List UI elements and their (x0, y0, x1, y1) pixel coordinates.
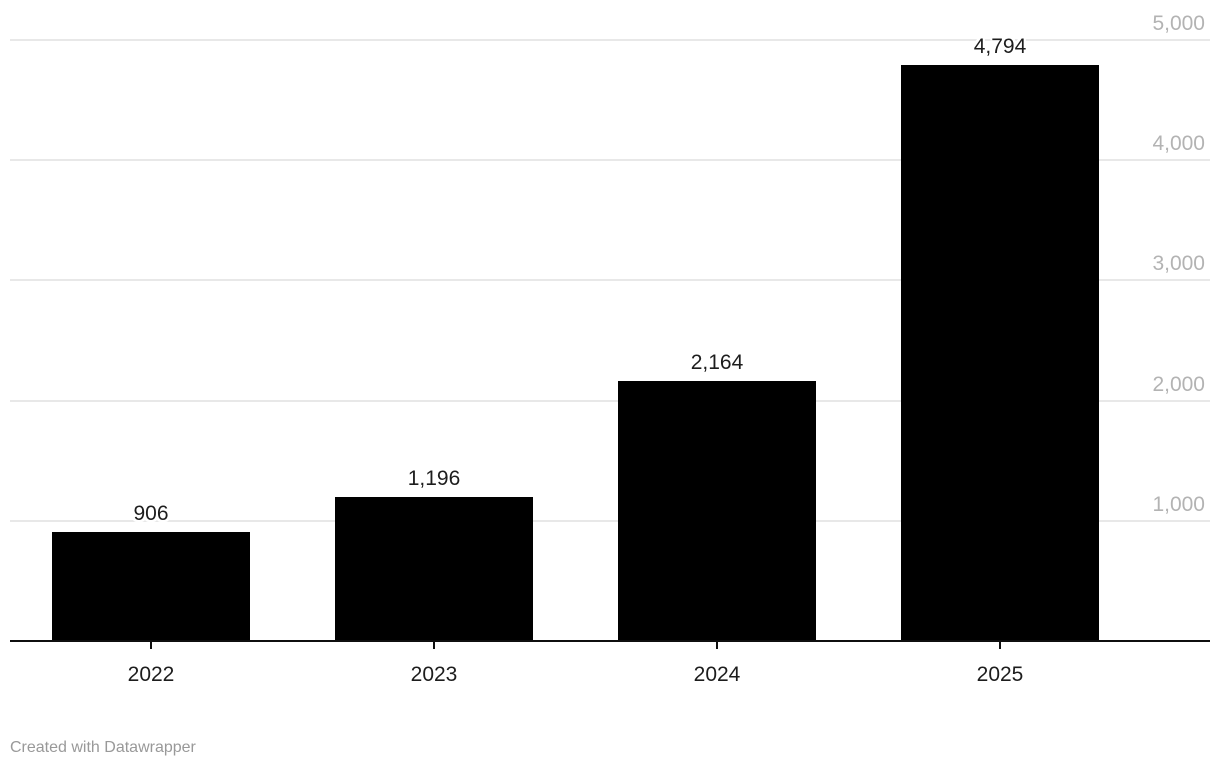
bar-2025 (901, 65, 1099, 641)
x-tick-label: 2022 (127, 663, 175, 686)
x-axis-baseline (10, 640, 1210, 642)
x-axis-tick (716, 642, 718, 649)
x-axis-tick (999, 642, 1001, 649)
x-tick-label: 2024 (693, 663, 741, 686)
bar-2022 (52, 532, 250, 641)
y-tick-label: 1,000 (1152, 492, 1205, 516)
gridline (10, 399, 1210, 402)
x-axis-tick (150, 642, 152, 649)
bar-value-label: 2,164 (690, 351, 744, 374)
bar-2024 (618, 381, 816, 641)
datawrapper-credit-link[interactable]: Created with Datawrapper (10, 739, 196, 756)
gridline (10, 39, 1210, 41)
y-tick-label: 3,000 (1152, 252, 1205, 276)
bar-value-label: 906 (133, 502, 169, 525)
x-axis-tick (433, 642, 435, 649)
x-tick-label: 2023 (410, 663, 458, 686)
bar-value-label: 1,196 (407, 467, 461, 490)
bar-value-label: 4,794 (973, 35, 1027, 58)
gridline (10, 279, 1210, 282)
y-tick-label: 5,000 (1152, 12, 1205, 35)
y-tick-label: 4,000 (1152, 132, 1205, 156)
x-tick-label: 2025 (976, 663, 1024, 686)
gridline (10, 519, 1210, 522)
gridline (10, 159, 1210, 162)
bar-2023 (335, 497, 533, 641)
y-tick-label: 2,000 (1152, 372, 1205, 396)
